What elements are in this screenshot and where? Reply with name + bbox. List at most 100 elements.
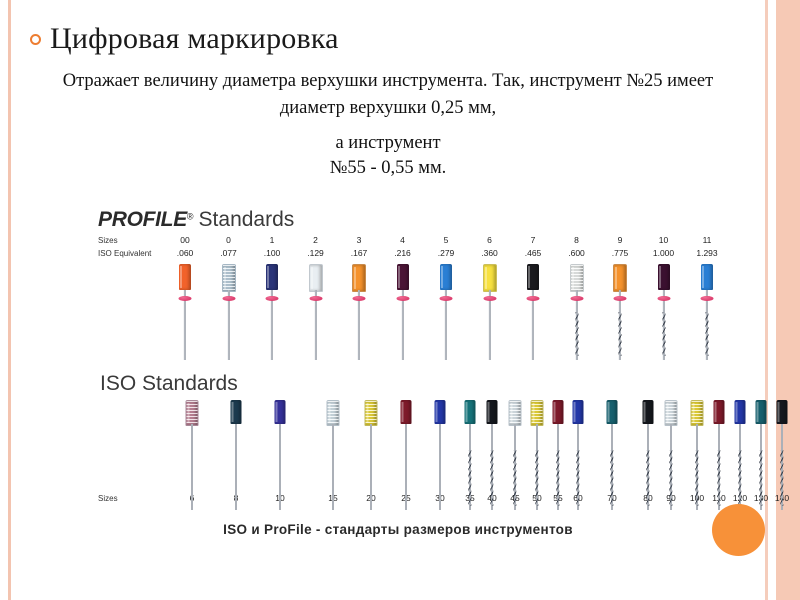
instrument-flutes xyxy=(780,450,784,506)
profile-sizes-row-label: Sizes xyxy=(98,236,118,245)
instrument-handle xyxy=(734,400,746,424)
instrument-flutes xyxy=(610,450,614,506)
iso-instrument xyxy=(227,400,245,510)
profile-instrument xyxy=(306,264,326,360)
instrument-shank xyxy=(191,424,193,510)
instrument-handle xyxy=(701,264,713,290)
profile-size-label: 11 xyxy=(702,235,712,245)
iso-sizes-row-label: Sizes xyxy=(98,494,118,503)
instrument-handle xyxy=(552,400,564,424)
instrument-handle xyxy=(400,400,412,424)
instrument-shank xyxy=(270,290,274,360)
instrument-shank xyxy=(279,424,281,510)
instrument-shank xyxy=(227,290,230,360)
profile-iso-equivalent-label: .167 xyxy=(350,248,368,258)
figure-caption: ISO и ProFile - стандарты размеров инстр… xyxy=(223,522,573,537)
iso-instrument xyxy=(271,400,289,510)
instrument-flutes xyxy=(662,312,665,356)
profile-iso-equivalent-row-label: ISO Equivalent xyxy=(98,249,152,258)
left-border-line xyxy=(8,0,11,600)
profile-standards-suffix: Standards xyxy=(198,208,295,231)
profile-iso-equivalent-label: .360 xyxy=(481,248,498,258)
instrument-flutes xyxy=(468,450,472,506)
iso-instrument xyxy=(731,400,749,510)
iso-instrument xyxy=(183,400,201,510)
iso-instrument xyxy=(710,400,728,510)
profile-instrument xyxy=(262,264,282,360)
iso-instrument xyxy=(688,400,706,510)
instrument-shank xyxy=(488,290,491,360)
iso-instrument xyxy=(752,400,770,510)
profile-iso-equivalent-label: .129 xyxy=(307,248,324,258)
handle-ribs xyxy=(665,401,677,425)
handle-ribs xyxy=(186,401,198,425)
instrument-shank xyxy=(332,424,334,510)
slide-title-row: Цифровая маркировка xyxy=(30,22,730,55)
instrument-handle xyxy=(308,264,323,292)
instrument-handle xyxy=(185,400,199,426)
instrument-flutes xyxy=(646,450,650,506)
profile-iso-equivalent-label: .600 xyxy=(568,248,585,258)
handle-ribs xyxy=(531,401,543,425)
iso-instrument xyxy=(662,400,680,510)
iso-instrument xyxy=(639,400,657,510)
profile-size-label: 1 xyxy=(269,235,275,245)
iso-instrument xyxy=(549,400,567,510)
handle-ribs xyxy=(570,265,583,291)
profile-size-label: 8 xyxy=(574,235,579,245)
profile-instrument xyxy=(654,264,674,360)
profile-size-label: 2 xyxy=(313,235,318,245)
instrument-rubber-stop xyxy=(439,296,453,301)
instrument-handle xyxy=(396,264,409,290)
profile-size-label: 3 xyxy=(356,235,362,245)
instrument-handle xyxy=(713,400,725,424)
instrument-rubber-stop xyxy=(222,296,235,301)
iso-instrument xyxy=(528,400,546,510)
profile-iso-equivalent-label: .465 xyxy=(524,248,542,258)
instrument-handle xyxy=(508,400,522,426)
iso-instrument xyxy=(431,400,449,510)
instrument-shank xyxy=(405,424,407,510)
instrument-handle xyxy=(352,264,366,292)
profile-iso-equivalent-label: .100 xyxy=(263,248,281,258)
instrument-rubber-stop xyxy=(483,296,496,301)
instrument-shank xyxy=(357,290,361,360)
instrument-shank xyxy=(183,290,187,360)
instrument-flutes xyxy=(556,450,560,506)
instrument-standards-figure: PROFILE® Standards Sizes ISO Equivalent 0… xyxy=(88,200,789,555)
instrument-flutes xyxy=(513,450,517,506)
instrument-flutes xyxy=(695,450,699,506)
right-border-line xyxy=(765,0,768,600)
profile-instrument xyxy=(480,264,500,360)
instrument-flutes xyxy=(576,450,580,506)
instrument-handle xyxy=(657,264,670,290)
instrument-rubber-stop xyxy=(613,296,627,301)
body-paragraph-2-line-2: №55 - 0,55 мм. xyxy=(329,157,447,178)
instrument-handle xyxy=(364,400,378,426)
instrument-handle xyxy=(572,400,584,424)
handle-ribs xyxy=(365,401,377,425)
instrument-handle xyxy=(527,264,539,290)
handle-ribs xyxy=(222,265,235,291)
profile-standards-heading: PROFILE® Standards xyxy=(98,208,294,232)
instrument-handle xyxy=(530,400,544,426)
instrument-handle xyxy=(440,264,452,290)
instrument-shank xyxy=(439,424,441,510)
instrument-flutes xyxy=(705,312,709,356)
profile-instrument xyxy=(610,264,630,360)
instrument-flutes xyxy=(669,450,673,506)
profile-size-label: 00 xyxy=(180,235,190,245)
handle-ribs xyxy=(691,401,703,425)
iso-instrument xyxy=(506,400,524,510)
profile-size-label: 0 xyxy=(226,235,231,245)
profile-instrument xyxy=(219,264,239,360)
profile-instrument xyxy=(523,264,543,360)
profile-iso-equivalent-label: 1.000 xyxy=(652,248,675,258)
instrument-handle xyxy=(179,264,191,290)
profile-size-label: 4 xyxy=(400,235,405,245)
body-paragraph-1: Отражает величину диаметра верхушки инст… xyxy=(62,71,714,118)
instrument-handle xyxy=(642,400,654,424)
profile-instrument xyxy=(393,264,413,360)
profile-instrument xyxy=(567,264,587,360)
iso-instrument xyxy=(362,400,380,510)
